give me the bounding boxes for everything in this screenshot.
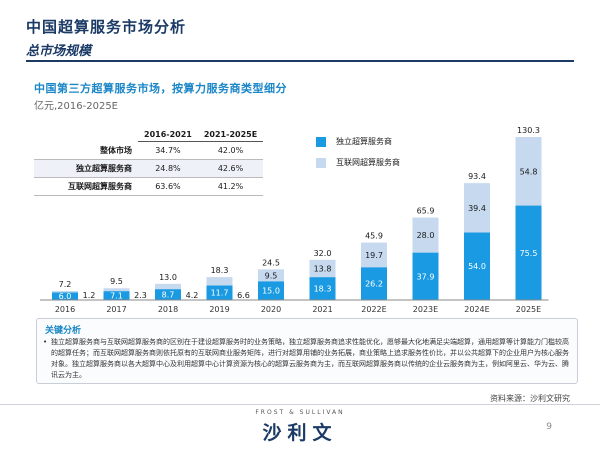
- cagr-header-period-1: 2016-2021: [138, 128, 198, 142]
- data-label-internet: 39.4: [468, 204, 486, 213]
- page-subtitle: 总市场规模: [26, 44, 92, 59]
- cagr-table-header-row: 2016-2021 2021-2025E: [34, 128, 264, 142]
- bar-segment-independent: [155, 289, 181, 300]
- data-label-independent: 26.2: [365, 280, 383, 289]
- cagr-value: 42.0%: [197, 141, 264, 160]
- data-label-total: 7.2: [59, 280, 72, 289]
- data-label-internet: 2.3: [134, 291, 147, 300]
- bar-segment-internet: [206, 277, 233, 286]
- brand-logo-small: FROST & SULLIVAN: [255, 409, 345, 416]
- key-analysis-box: 关键分析 • 独立超算服务商与互联网超算服务商的区别在于建设超算服务时的业务策略…: [36, 318, 578, 384]
- data-label-internet: 4.2: [186, 291, 199, 300]
- cagr-row-independent: 独立超算服务商 24.8% 42.6%: [34, 159, 264, 178]
- legend-swatch-independent: [316, 136, 326, 147]
- cagr-header-period-2: 2021-2025E: [197, 128, 264, 142]
- bar-segment-independent: [515, 205, 542, 300]
- cagr-row-label: 整体市场: [34, 141, 138, 160]
- page-title: 中国超算服务市场分析: [26, 18, 187, 36]
- cagr-value: 63.6%: [138, 177, 198, 196]
- footer-divider: [0, 404, 600, 405]
- data-label-internet: 1.2: [83, 291, 96, 300]
- bar-segment-internet: [103, 288, 130, 292]
- x-tick-label: 2018: [158, 305, 178, 314]
- chart-title: 中国第三方超算服务市场，按算力服务商类型细分: [34, 82, 287, 95]
- bar-segment-independent: [361, 267, 387, 300]
- legend-item-independent: 独立超算服务商: [316, 136, 400, 147]
- data-label-total: 65.9: [417, 207, 435, 216]
- key-analysis-text-container: • 独立超算服务商与互联网超算服务商的区别在于建设超算服务时的业务策略，独立超算…: [43, 337, 569, 381]
- bar-segment-independent: [258, 281, 284, 300]
- data-label-total: 9.5: [110, 277, 123, 286]
- cagr-value: 24.8%: [138, 159, 198, 178]
- data-label-total: 93.4: [468, 172, 486, 181]
- data-label-independent: 37.9: [417, 272, 435, 281]
- chart-unit: 亿元,2016-2025E: [34, 101, 119, 112]
- bar-segment-independent: [412, 252, 439, 300]
- cagr-value: 34.7%: [138, 141, 198, 160]
- key-analysis-title: 关键分析: [45, 326, 82, 336]
- data-label-internet: 9.5: [265, 271, 278, 280]
- page-number: 9: [546, 422, 552, 432]
- data-label-internet: 54.8: [520, 167, 538, 176]
- data-label-total: 13.0: [159, 273, 177, 282]
- bar-segment-internet: [258, 269, 284, 282]
- bar-segment-internet: [464, 183, 490, 233]
- data-label-total: 45.9: [365, 232, 383, 241]
- x-tick-label: 2022E: [361, 305, 386, 314]
- chart-legend: 独立超算服务商 互联网超算服务商: [316, 136, 400, 178]
- stacked-bar-chart: 6.0 1.2 7.2 2016 7.1 2.3 9.5 2017 8.7 4.2 13.0 2018…: [40, 126, 549, 314]
- data-label-independent: 15.0: [262, 287, 280, 296]
- bar-segment-internet: [412, 217, 439, 253]
- x-tick-label: 2017: [106, 305, 126, 314]
- bar-segment-internet: [309, 259, 336, 278]
- data-label-internet: 13.8: [314, 264, 332, 273]
- data-label-independent: 7.1: [110, 292, 123, 301]
- cagr-row-label: 独立超算服务商: [34, 159, 138, 178]
- x-tick-label: 2023E: [413, 305, 438, 314]
- cagr-value: 42.6%: [197, 159, 264, 178]
- data-label-internet: 28.0: [417, 231, 435, 240]
- cagr-row-label: 互联网超算服务商: [34, 177, 138, 196]
- source-note: 资料来源：沙利文研究: [490, 394, 570, 403]
- title-divider: [26, 60, 574, 62]
- data-label-independent: 11.7: [211, 289, 229, 298]
- data-label-independent: 54.0: [468, 262, 486, 271]
- data-label-independent: 6.0: [59, 292, 72, 301]
- bar-segment-independent: [103, 291, 130, 300]
- data-label-total: 32.0: [314, 249, 332, 258]
- data-label-independent: 8.7: [162, 291, 175, 300]
- legend-item-internet: 互联网超算服务商: [316, 157, 400, 168]
- x-tick-label: 2019: [209, 305, 229, 314]
- data-label-internet: 19.7: [365, 251, 383, 260]
- bar-segment-internet: [52, 290, 78, 293]
- legend-label: 互联网超算服务商: [336, 158, 400, 167]
- legend-swatch-internet: [316, 157, 326, 168]
- cagr-table: 2016-2021 2021-2025E 整体市场 34.7% 42.0% 独立…: [34, 128, 264, 196]
- key-analysis-text: 独立超算服务商与互联网超算服务商的区别在于建设超算服务时的业务策略，独立超算服务…: [51, 338, 569, 379]
- x-tick-label: 2025E: [516, 305, 541, 314]
- bullet-icon: •: [43, 338, 48, 346]
- bar-segment-internet: [361, 242, 387, 268]
- data-label-total: 18.3: [211, 266, 229, 275]
- cagr-value: 41.2%: [197, 177, 264, 196]
- bar-segment-independent: [206, 285, 233, 300]
- data-label-internet: 6.6: [237, 291, 250, 300]
- brand-logo: 沙利文: [262, 422, 338, 444]
- bar-segment-internet: [155, 283, 181, 290]
- x-tick-label: 2016: [55, 305, 75, 314]
- cagr-row-total: 整体市场 34.7% 42.0%: [34, 141, 264, 160]
- bar-segment-independent: [464, 232, 490, 300]
- bar-segment-independent: [52, 292, 78, 300]
- data-label-total: 24.5: [262, 258, 280, 267]
- x-tick-label: 2024E: [464, 305, 489, 314]
- data-label-total: 130.3: [517, 126, 540, 135]
- bar-segment-internet: [515, 137, 542, 206]
- legend-label: 独立超算服务商: [336, 137, 392, 146]
- data-label-independent: 18.3: [314, 285, 332, 294]
- data-label-independent: 75.5: [520, 249, 538, 258]
- bar-segment-independent: [309, 277, 336, 300]
- x-tick-label: 2020: [261, 305, 281, 314]
- cagr-row-internet: 互联网超算服务商 63.6% 41.2%: [34, 177, 264, 196]
- x-tick-label: 2021: [312, 305, 332, 314]
